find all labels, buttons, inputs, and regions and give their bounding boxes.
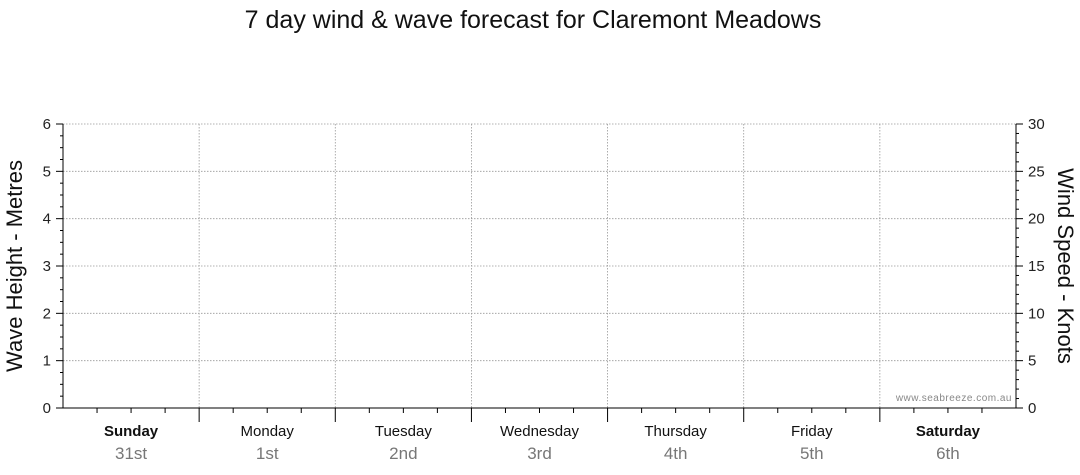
left-axis-title: Wave Height - Metres [2,160,27,372]
day-name-label: Friday [791,423,833,440]
day-date-label: 6th [936,444,960,463]
right-tick-label: 30 [1028,116,1045,133]
left-tick-label: 4 [43,211,51,228]
right-tick-label: 0 [1028,400,1036,417]
right-tick-label: 5 [1028,353,1036,370]
day-name-label: Thursday [644,423,707,440]
left-tick-label: 5 [43,163,51,180]
right-tick-label: 10 [1028,305,1045,322]
left-y-axis-ticks: 0 1 2 3 4 5 6 [43,116,63,417]
day-name-label: Saturday [916,423,981,440]
watermark-text: www.seabreeze.com.au [895,393,1012,404]
day-name-label: Monday [241,423,295,440]
left-tick-label: 6 [43,116,51,133]
day-labels: Sunday 31st Monday 1st Tuesday 2nd Wednesday 3r… [104,423,981,463]
chart-title: 7 day wind & wave forecast for Claremont… [245,6,822,34]
right-tick-label: 20 [1028,211,1045,228]
left-tick-label: 0 [43,400,51,417]
day-date-label: 5th [800,444,824,463]
left-tick-label: 1 [43,353,51,370]
day-name-label: Tuesday [375,423,432,440]
right-y-axis-ticks: 0 5 10 15 20 25 30 [1016,116,1045,417]
left-tick-label: 3 [43,258,51,275]
right-tick-label: 25 [1028,163,1045,180]
left-tick-label: 2 [43,305,51,322]
right-tick-label: 15 [1028,258,1045,275]
day-date-label: 1st [256,444,279,463]
day-date-label: 31st [115,444,147,463]
right-axis-title: Wind Speed - Knots [1053,168,1078,364]
grid-lines [63,123,1016,408]
day-name-label: Wednesday [500,423,579,440]
day-date-label: 4th [664,444,688,463]
day-name-label: Sunday [104,423,159,440]
day-date-label: 3rd [527,444,552,463]
chart-axes [62,124,1017,422]
day-date-label: 2nd [389,444,417,463]
